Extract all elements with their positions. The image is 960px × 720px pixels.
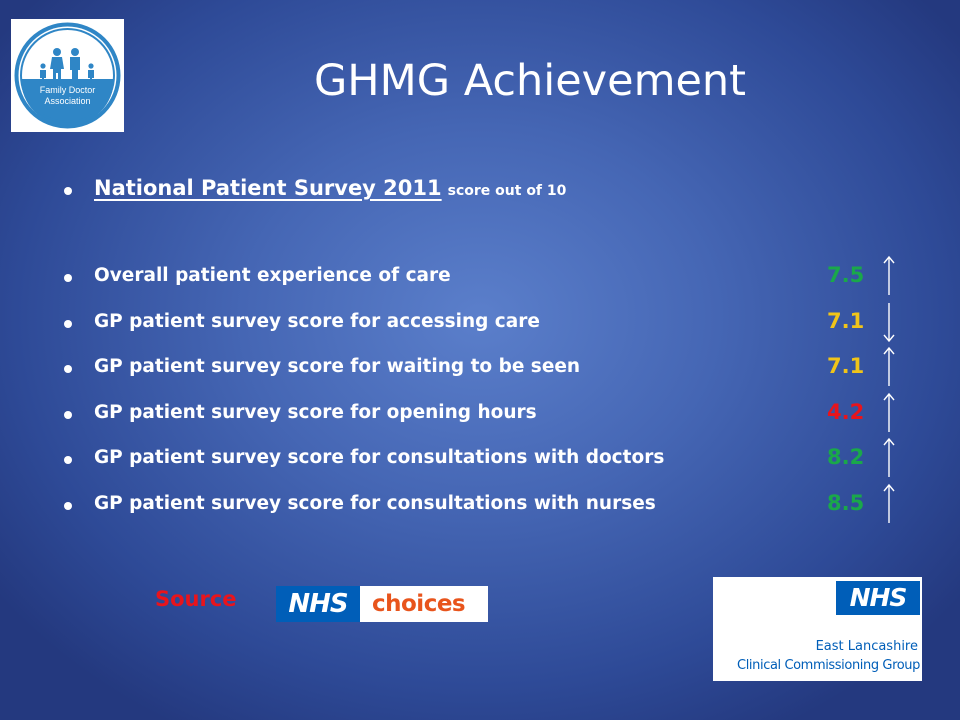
score-value: 7.5 [827, 263, 865, 287]
score-value: 7.1 [827, 354, 865, 378]
bullet-dot [64, 319, 72, 328]
ccg-logo-line1: East Lancashire [815, 639, 918, 654]
survey-heading-subtext: score out of 10 [447, 183, 567, 199]
score-row-label: Overall patient experience of care [94, 265, 451, 286]
ccg-nhs-box: NHS [836, 581, 920, 615]
family-figures-icon [14, 22, 121, 129]
east-lancashire-ccg-logo: NHS East Lancashire Clinical Commissioni… [713, 577, 922, 681]
ccg-logo-line2: Clinical Commissioning Group [737, 658, 920, 673]
score-row-label: GP patient survey score for accessing ca… [94, 310, 540, 332]
nhs-choices-nhs-box: NHS [276, 586, 360, 622]
bullet-dot [64, 410, 72, 419]
fda-logo-line1: Family Doctor [39, 85, 96, 95]
trend-down-arrow-icon [882, 301, 896, 343]
trend-up-arrow-icon [882, 437, 896, 479]
score-row-label: GP patient survey score for waiting to b… [94, 356, 581, 377]
score-row-label: GP patient survey score for consultation… [94, 447, 665, 468]
nhs-choices-logo: NHS choices [276, 586, 488, 622]
score-row: GP patient survey score for waiting to b… [64, 346, 944, 386]
bullet-dot [64, 365, 72, 373]
fda-logo-line2: Association [44, 96, 91, 106]
bullet-dot [64, 456, 72, 464]
trend-up-arrow-icon [882, 255, 896, 297]
source-label: Source [155, 587, 237, 611]
trend-up-arrow-icon [882, 346, 896, 388]
trend-up-arrow-icon [882, 392, 896, 434]
score-row: GP patient survey score for consultation… [64, 483, 944, 523]
slide-title: GHMG Achievement [313, 56, 747, 106]
bullet-dot [64, 187, 72, 195]
trend-up-arrow-icon [882, 483, 896, 525]
survey-heading: National Patient Survey 2011 [94, 176, 442, 200]
score-row: GP patient survey score for consultation… [64, 437, 944, 477]
survey-heading-row: National Patient Survey 2011 score out of… [64, 176, 944, 208]
score-value: 7.1 [827, 308, 865, 333]
score-row-label: GP patient survey score for opening hour… [94, 401, 537, 423]
bullet-dot [64, 274, 72, 282]
score-row-label: GP patient survey score for consultation… [94, 492, 656, 514]
score-value: 8.5 [827, 490, 865, 515]
score-row: GP patient survey score for opening hour… [64, 392, 944, 432]
bullet-dot [64, 501, 72, 510]
score-row: Overall patient experience of care 7.5 [64, 255, 944, 295]
score-value: 8.2 [827, 445, 865, 469]
score-value: 4.2 [827, 399, 865, 424]
score-row: GP patient survey score for accessing ca… [64, 302, 944, 342]
nhs-choices-text: choices [372, 591, 466, 617]
family-doctor-association-logo: Family Doctor Association [11, 19, 124, 132]
